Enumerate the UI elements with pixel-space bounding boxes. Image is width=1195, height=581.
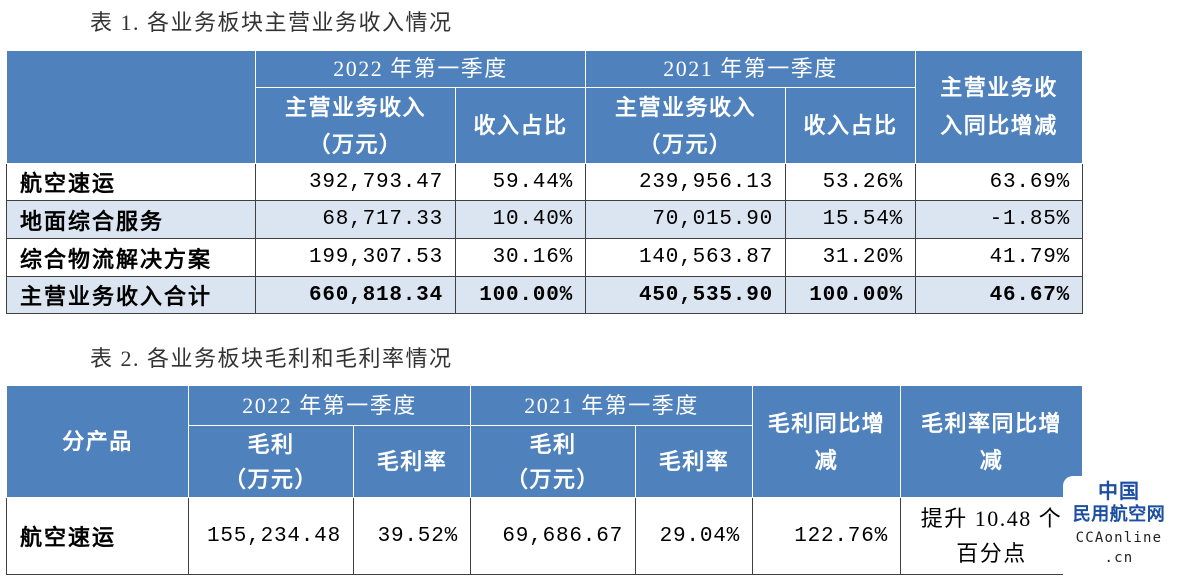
gross-profit-table: 分产品 2022 年第一季度 2021 年第一季度 毛利同比增减 毛利率同比增减… — [6, 385, 1084, 575]
header-revenue-2022-unit: （万元） — [308, 131, 403, 157]
header-period-2022: 2022 年第一季度 — [254, 50, 587, 88]
product-label: 航空速运 — [6, 497, 189, 575]
revenue-2021-cell: 450,535.90 — [585, 276, 787, 314]
header-row-columns: 毛利 （万元） 毛利率 毛利 （万元） 毛利率 — [7, 425, 1083, 498]
segment-label: 综合物流解决方案 — [6, 238, 256, 277]
gross-profit-2021-cell: 69,686.67 — [470, 497, 637, 575]
header-margin-yoy: 毛利率同比增减 — [900, 385, 1084, 498]
margin-yoy-text: 提升 10.48 个百分点 — [920, 506, 1063, 566]
revenue-2021-cell: 239,956.13 — [585, 163, 787, 201]
header-row-periods: 分产品 2022 年第一季度 2021 年第一季度 毛利同比增减 毛利率同比增减 — [6, 385, 1084, 498]
header-margin-2022: 毛利率 — [352, 425, 472, 498]
watermark-line-china: 中国 — [1098, 481, 1140, 503]
segment-label: 地面综合服务 — [6, 200, 256, 239]
header-revenue-2021-unit: （万元） — [638, 131, 733, 157]
table-row: 综合物流解决方案 199,307.53 30.16% 140,563.87 31… — [6, 238, 1084, 277]
share-2021-cell: 100.00% — [785, 276, 917, 314]
header-revenue-yoy-label: 主营业务收入同比增减 — [940, 75, 1058, 138]
table-2-title: 表 2. 各业务板块毛利和毛利率情况 — [90, 346, 453, 371]
watermark-line-site-name: 民用航空网 — [1072, 504, 1166, 524]
segment-label: 航空速运 — [6, 163, 256, 201]
header-period-2021: 2021 年第一季度 — [470, 385, 754, 426]
header-gross-profit-2021-unit: （万元） — [506, 466, 601, 492]
header-share-2021: 收入占比 — [785, 87, 917, 164]
table-2-header: 分产品 2022 年第一季度 2021 年第一季度 毛利同比增减 毛利率同比增减… — [6, 385, 1084, 498]
table-row: 地面综合服务 68,717.33 10.40% 70,015.90 15.54%… — [6, 200, 1084, 239]
header-margin-2021: 毛利率 — [635, 425, 754, 498]
header-gross-profit-2022: 毛利 （万元） — [188, 425, 354, 498]
header-corner-cell — [6, 50, 256, 164]
share-2021-cell: 53.26% — [785, 163, 917, 201]
revenue-yoy-cell: 41.79% — [915, 238, 1084, 277]
revenue-by-segment-table: 2022 年第一季度 2021 年第一季度 主营业务收入同比增减 主营业务收入 … — [6, 50, 1084, 314]
header-revenue-2022: 主营业务收入 （万元） — [255, 87, 456, 164]
margin-2021-cell: 29.04% — [635, 497, 754, 575]
header-period-2021: 2021 年第一季度 — [585, 50, 917, 88]
revenue-2021-cell: 70,015.90 — [585, 200, 787, 239]
header-gross-profit-yoy: 毛利同比增减 — [752, 385, 902, 498]
revenue-yoy-cell: -1.85% — [915, 200, 1084, 239]
revenue-2022-cell: 199,307.53 — [255, 238, 456, 277]
header-gross-profit-yoy-label: 毛利同比增减 — [767, 410, 886, 473]
header-revenue-2021-label: 主营业务收入 — [615, 94, 757, 120]
margin-2022-cell: 39.52% — [352, 497, 472, 575]
share-2022-cell: 59.44% — [454, 163, 587, 201]
gross-profit-2022-cell: 155,234.48 — [188, 497, 354, 575]
gross-profit-yoy-cell: 122.76% — [752, 497, 902, 575]
header-gross-profit-2022-label: 毛利 — [247, 431, 295, 457]
header-row-columns: 主营业务收入 （万元） 收入占比 主营业务收入 （万元） 收入占比 — [7, 87, 1083, 164]
table-2-body: 航空速运 155,234.48 39.52% 69,686.67 29.04% … — [6, 497, 1084, 575]
revenue-2021-cell: 140,563.87 — [585, 238, 787, 277]
revenue-yoy-cell: 63.69% — [915, 163, 1084, 201]
header-gross-profit-2021-label: 毛利 — [529, 431, 577, 457]
share-2022-cell: 100.00% — [454, 276, 587, 314]
header-revenue-2022-label: 主营业务收入 — [284, 94, 426, 120]
ccaonline-watermark-logo: 中国 民用航空网 CCAonline .cn — [1063, 476, 1175, 581]
total-label: 主营业务收入合计 — [6, 276, 256, 314]
share-2022-cell: 10.40% — [454, 200, 587, 239]
header-product: 分产品 — [6, 385, 189, 498]
table-1-title: 表 1. 各业务板块主营业务收入情况 — [90, 10, 453, 35]
header-gross-profit-2022-unit: （万元） — [223, 466, 318, 492]
table-1-header: 2022 年第一季度 2021 年第一季度 主营业务收入同比增减 主营业务收入 … — [6, 50, 1084, 164]
watermark-line-domain: CCAonline — [1075, 530, 1163, 546]
header-share-2022: 收入占比 — [454, 87, 587, 164]
header-revenue-yoy: 主营业务收入同比增减 — [915, 50, 1084, 164]
share-2021-cell: 31.20% — [785, 238, 917, 277]
watermark-line-tld: .cn — [1104, 550, 1134, 566]
revenue-2022-cell: 392,793.47 — [255, 163, 456, 201]
revenue-2022-cell: 68,717.33 — [255, 200, 456, 239]
revenue-yoy-cell: 46.67% — [915, 276, 1084, 314]
revenue-2022-cell: 660,818.34 — [255, 276, 456, 314]
header-revenue-2021: 主营业务收入 （万元） — [585, 87, 787, 164]
share-2021-cell: 15.54% — [785, 200, 917, 239]
margin-yoy-cell: 提升 10.48 个百分点 — [900, 497, 1084, 575]
table-1-body: 航空速运 392,793.47 59.44% 239,956.13 53.26%… — [6, 163, 1084, 314]
header-row-periods: 2022 年第一季度 2021 年第一季度 主营业务收入同比增减 — [6, 50, 1084, 164]
header-margin-yoy-label: 毛利率同比增减 — [921, 410, 1063, 473]
table-total-row: 主营业务收入合计 660,818.34 100.00% 450,535.90 1… — [6, 276, 1084, 314]
table-row: 航空速运 155,234.48 39.52% 69,686.67 29.04% … — [6, 497, 1084, 575]
share-2022-cell: 30.16% — [454, 238, 587, 277]
table-row: 航空速运 392,793.47 59.44% 239,956.13 53.26%… — [6, 163, 1084, 201]
header-period-2022: 2022 年第一季度 — [187, 385, 472, 426]
header-gross-profit-2021: 毛利 （万元） — [470, 425, 637, 498]
